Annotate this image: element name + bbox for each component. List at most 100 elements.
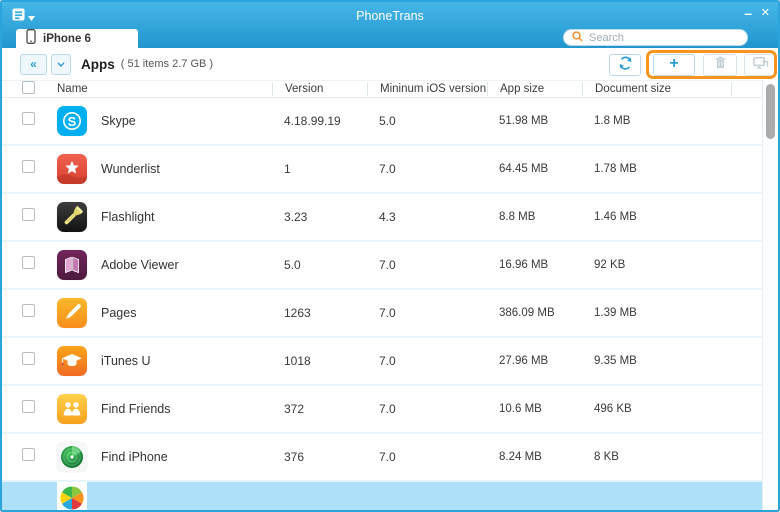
row-checkbox[interactable] xyxy=(22,208,35,221)
wunderlist-app-icon xyxy=(57,154,87,184)
app-name: Find iPhone xyxy=(101,450,168,464)
app-name: Skype xyxy=(101,114,136,128)
scrollbar-thumb[interactable] xyxy=(766,84,775,139)
find-friends-app-icon xyxy=(57,394,87,424)
header-min-ios[interactable]: Mininum iOS version xyxy=(367,82,487,96)
skype-app-icon: S xyxy=(57,106,87,136)
table-row[interactable]: Find iPhone 376 7.0 8.24 MB 8 KB xyxy=(2,434,778,482)
table-row[interactable]: iTunes U 1018 7.0 27.96 MB 9.35 MB xyxy=(2,338,778,386)
app-doc-size: 92 KB xyxy=(594,259,626,271)
transfer-to-device-button[interactable] xyxy=(744,54,776,76)
app-min-ios: 4.3 xyxy=(379,210,396,224)
table-row[interactable]: Adobe Viewer 5.0 7.0 16.96 MB 92 KB xyxy=(2,242,778,290)
table-row[interactable]: Wunderlist 1 7.0 64.45 MB 1.78 MB xyxy=(2,146,778,194)
app-doc-size: 1.78 MB xyxy=(594,163,637,175)
rainbow-app-icon xyxy=(57,482,778,510)
close-button[interactable]: ✕ xyxy=(760,7,770,19)
app-size: 386.09 MB xyxy=(499,307,555,319)
title-bar: PhoneTrans – ✕ iPhone 6 xyxy=(2,2,778,48)
app-name: Find Friends xyxy=(101,402,171,416)
app-min-ios: 7.0 xyxy=(379,354,396,368)
row-checkbox[interactable] xyxy=(22,352,35,365)
app-size: 8.8 MB xyxy=(499,211,536,223)
select-all-checkbox[interactable] xyxy=(22,81,35,94)
table-row[interactable]: S Skype 4.18.99.19 5.0 51.98 MB 1.8 MB xyxy=(2,98,778,146)
collapse-sidebar-button[interactable]: « xyxy=(20,53,47,75)
section-title: Apps xyxy=(81,56,115,72)
header-doc-size[interactable]: Document size xyxy=(582,82,732,96)
minimize-button[interactable]: – xyxy=(744,5,752,21)
app-version: 1263 xyxy=(284,306,311,320)
app-name: iTunes U xyxy=(101,354,151,368)
flashlight-app-icon xyxy=(57,202,87,232)
section-summary: ( 51 items 2.7 GB ) xyxy=(120,58,214,70)
row-checkbox[interactable] xyxy=(22,112,35,125)
main-menu-button[interactable] xyxy=(12,8,35,26)
app-doc-size: 1.46 MB xyxy=(594,211,637,223)
header-name[interactable]: Name xyxy=(57,83,88,95)
app-size: 51.98 MB xyxy=(499,115,549,127)
row-checkbox[interactable] xyxy=(22,304,35,317)
app-name: Flashlight xyxy=(101,210,155,224)
table-row[interactable]: Pages 1263 7.0 386.09 MB 1.39 MB xyxy=(2,290,778,338)
table-header: Name Version Mininum iOS version App siz… xyxy=(2,80,778,98)
header-version[interactable]: Version xyxy=(272,82,367,96)
delete-app-button[interactable] xyxy=(703,54,737,76)
app-size: 27.96 MB xyxy=(499,355,549,367)
window-title: PhoneTrans xyxy=(356,9,424,23)
svg-text:S: S xyxy=(68,114,77,129)
add-app-button[interactable]: + xyxy=(653,54,695,76)
app-version: 376 xyxy=(284,450,305,464)
app-doc-size: 1.39 MB xyxy=(594,307,637,319)
refresh-button[interactable] xyxy=(609,54,641,76)
phone-icon xyxy=(26,28,36,49)
app-doc-size: 496 KB xyxy=(594,403,632,415)
table-row[interactable]: Flashlight 3.23 4.3 8.8 MB 1.46 MB xyxy=(2,194,778,242)
table-row[interactable]: Find Friends 372 7.0 10.6 MB 496 KB xyxy=(2,386,778,434)
row-checkbox[interactable] xyxy=(22,160,35,173)
search-input[interactable] xyxy=(589,31,739,44)
app-version: 1 xyxy=(284,162,291,176)
app-min-ios: 7.0 xyxy=(379,450,396,464)
itunes-u-app-icon xyxy=(57,346,87,376)
search-box[interactable] xyxy=(563,29,748,46)
app-doc-size: 1.8 MB xyxy=(594,115,631,127)
row-checkbox[interactable] xyxy=(22,448,35,461)
app-doc-size: 9.35 MB xyxy=(594,355,637,367)
app-name: Pages xyxy=(101,306,137,320)
app-version: 372 xyxy=(284,402,305,416)
tab-label: iPhone 6 xyxy=(43,32,91,45)
app-min-ios: 7.0 xyxy=(379,162,396,176)
pages-app-icon xyxy=(57,298,87,328)
app-name: Wunderlist xyxy=(101,162,160,176)
row-checkbox[interactable] xyxy=(22,256,35,269)
transfer-to-device-icon xyxy=(752,55,769,75)
chevron-down-icon xyxy=(28,8,35,26)
app-menu-icon xyxy=(12,8,25,26)
toolbar: « Apps ( 51 items 2.7 GB ) + xyxy=(2,48,778,80)
app-version: 5.0 xyxy=(284,258,301,272)
adobe-viewer-app-icon xyxy=(57,250,87,280)
app-min-ios: 7.0 xyxy=(379,258,396,272)
app-size: 64.45 MB xyxy=(499,163,549,175)
category-dropdown-button[interactable] xyxy=(51,53,71,75)
app-size: 10.6 MB xyxy=(499,403,542,415)
app-min-ios: 5.0 xyxy=(379,114,396,128)
search-icon xyxy=(572,29,583,47)
app-size: 16.96 MB xyxy=(499,259,549,271)
app-version: 1018 xyxy=(284,354,311,368)
trash-icon xyxy=(713,55,728,75)
table-body: S Skype 4.18.99.19 5.0 51.98 MB 1.8 MB W… xyxy=(2,98,778,482)
refresh-icon xyxy=(617,55,634,76)
row-checkbox[interactable] xyxy=(22,400,35,413)
app-size: 8.24 MB xyxy=(499,451,542,463)
app-doc-size: 8 KB xyxy=(594,451,619,463)
vertical-scrollbar[interactable] xyxy=(762,80,778,510)
tab-iphone6[interactable]: iPhone 6 xyxy=(16,28,138,49)
app-version: 4.18.99.19 xyxy=(284,114,341,128)
table-row-partial[interactable] xyxy=(2,482,778,510)
app-min-ios: 7.0 xyxy=(379,402,396,416)
header-app-size[interactable]: App size xyxy=(487,82,582,96)
app-min-ios: 7.0 xyxy=(379,306,396,320)
app-version: 3.23 xyxy=(284,210,308,224)
